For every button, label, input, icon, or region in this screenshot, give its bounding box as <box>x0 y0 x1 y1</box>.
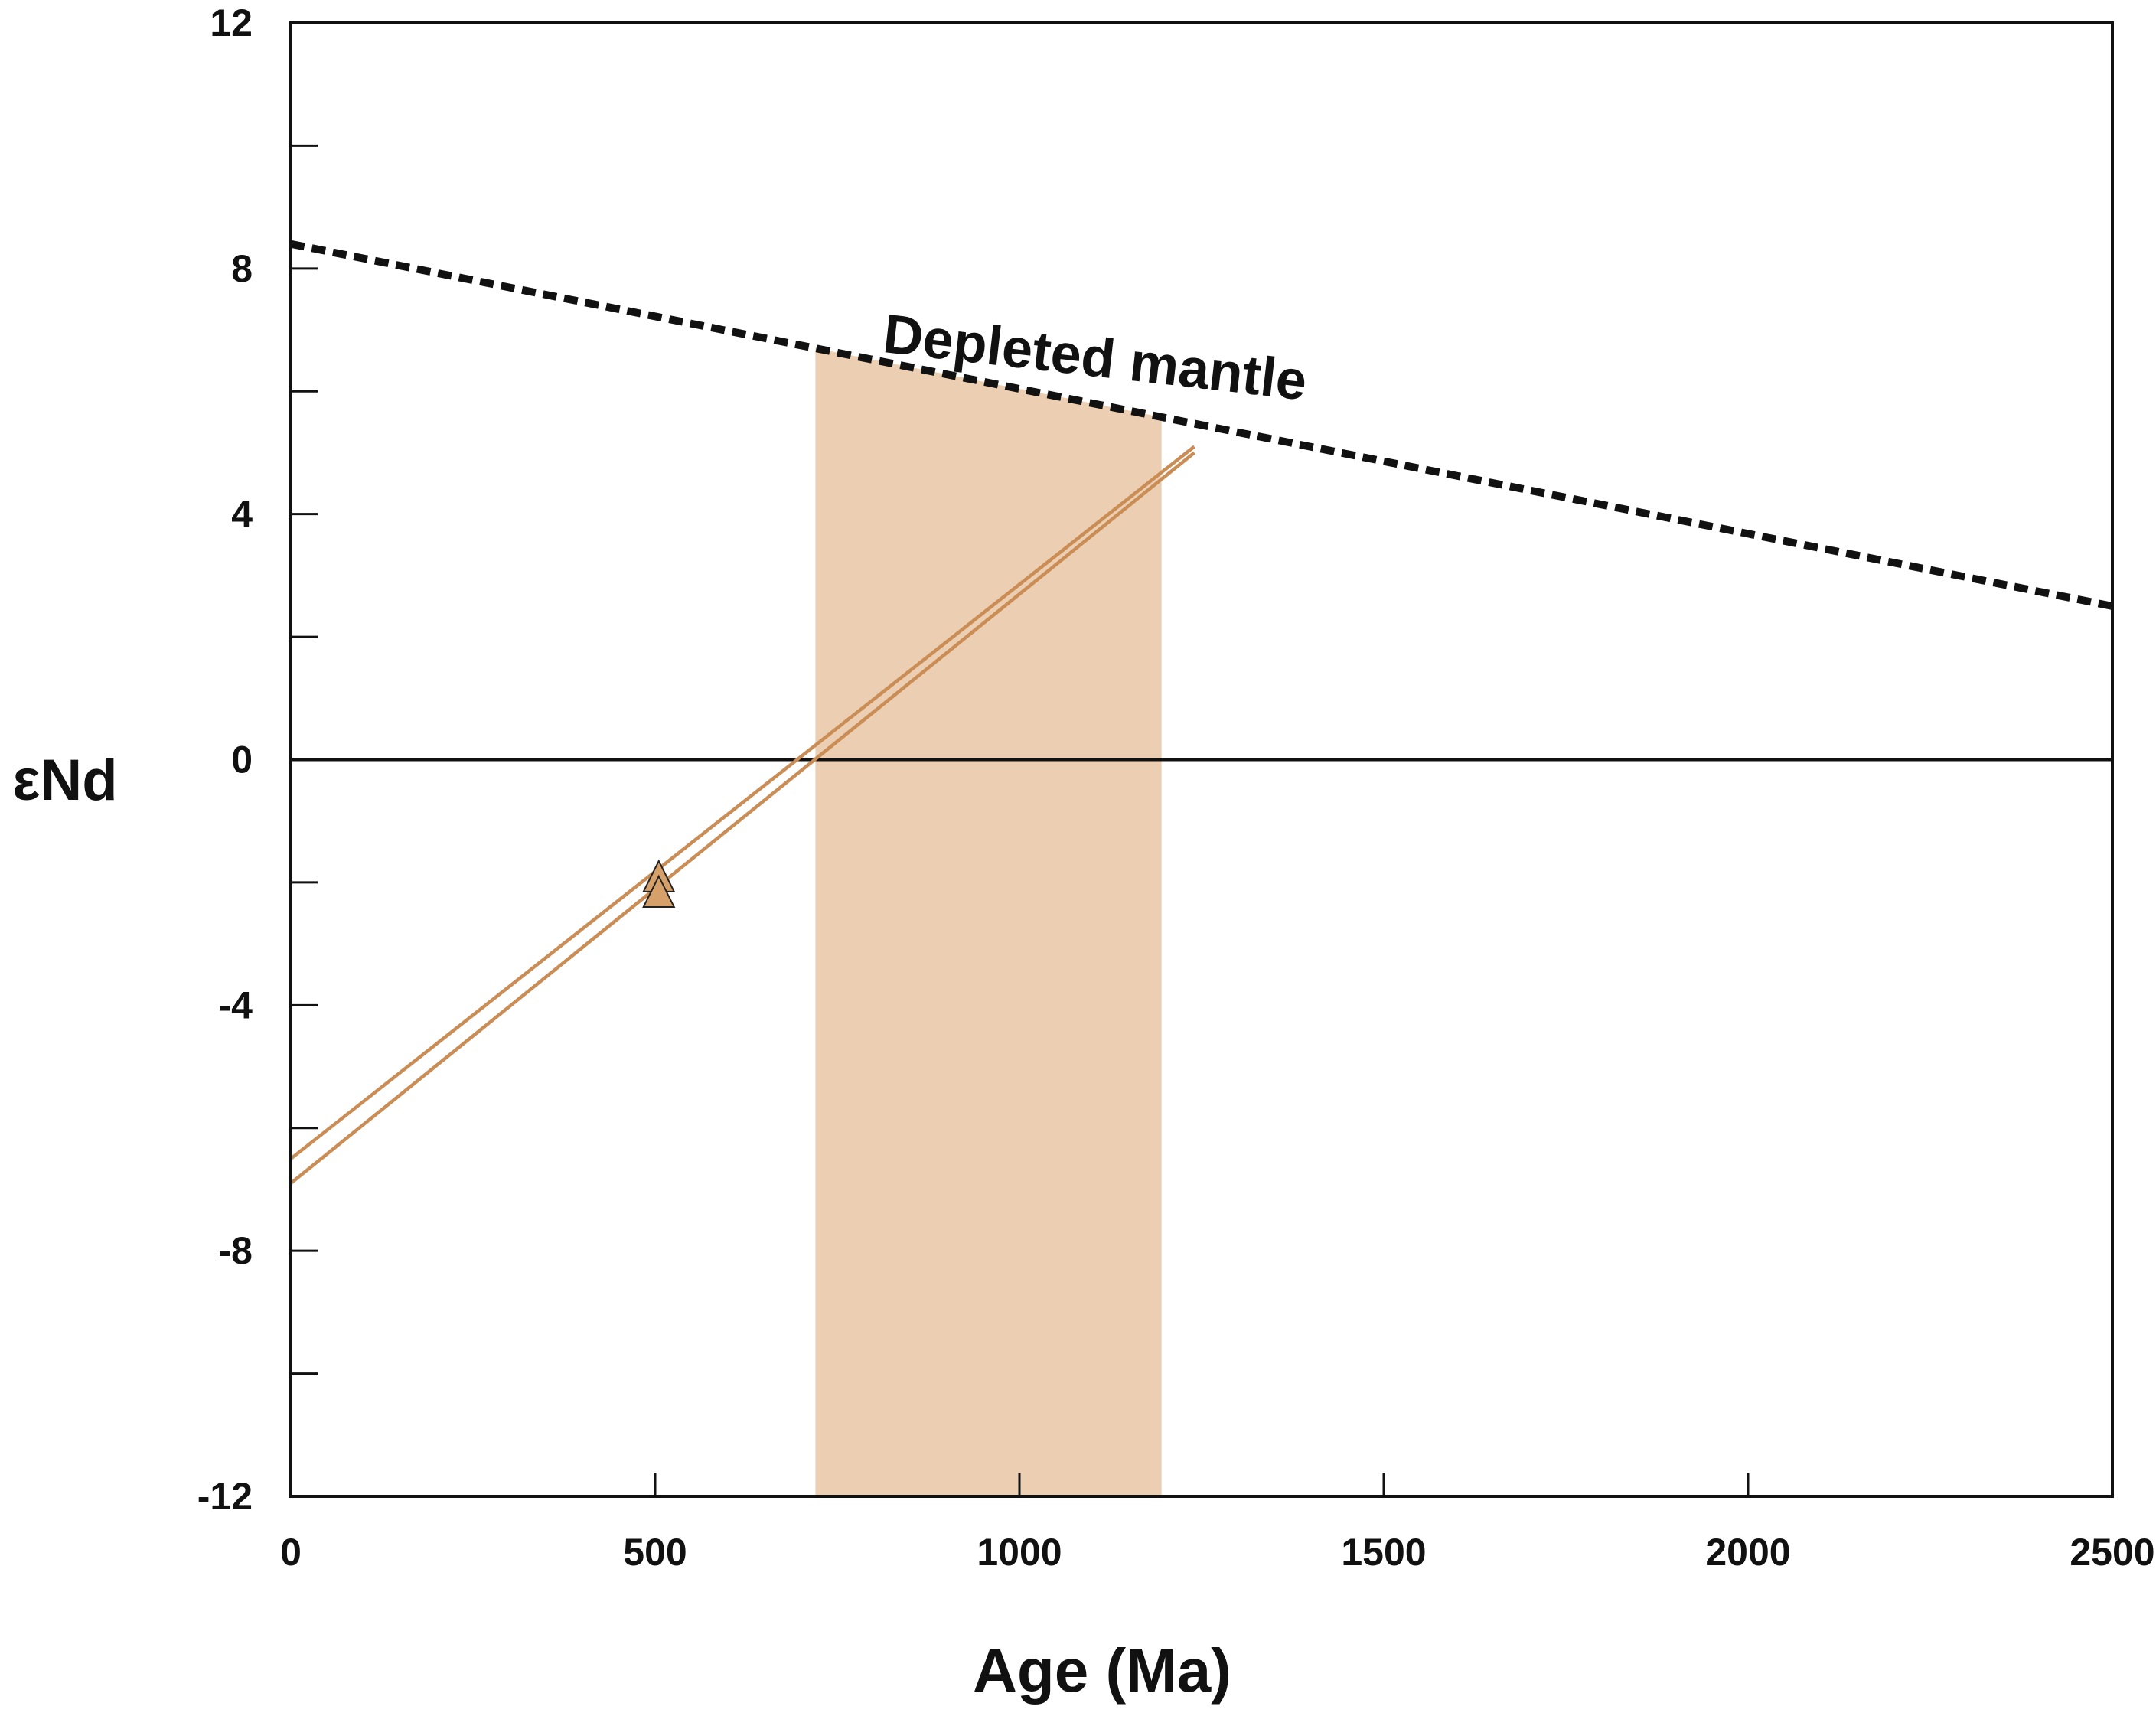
y-tick-label: 12 <box>210 2 253 44</box>
x-tick-label: 1500 <box>1341 1531 1426 1574</box>
depleted-mantle-line <box>290 240 2113 610</box>
y-tick-label: -4 <box>219 984 253 1026</box>
marker-layer <box>642 859 676 908</box>
y-tick-label: 4 <box>231 493 253 536</box>
y-tick-label: -8 <box>219 1229 253 1272</box>
evolution-line-2 <box>289 451 1195 1185</box>
y-axis-label: εNd <box>12 748 117 813</box>
y-tick-label: 8 <box>231 247 253 290</box>
triangle-marker-1 <box>642 874 676 908</box>
series-layer <box>289 240 2113 1185</box>
x-tick-label: 500 <box>623 1531 687 1574</box>
x-tick-label: 0 <box>280 1531 302 1574</box>
tick-layer: 0 500 1000 1500 2000 2500 -12 -8 -4 0 4 8 12 <box>197 2 2155 1574</box>
x-tick-label: 1000 <box>977 1531 1062 1574</box>
x-axis-label: Age (Ma) <box>973 1636 1231 1705</box>
y-tick-label: 0 <box>231 739 253 781</box>
y-tick-label: -12 <box>197 1475 253 1518</box>
x-tick-label: 2500 <box>2070 1531 2154 1574</box>
shaded-band-layer <box>815 348 1162 1496</box>
shaded-age-band <box>815 348 1162 1496</box>
evolution-line-1 <box>289 445 1195 1160</box>
x-tick-label: 2000 <box>1705 1531 1790 1574</box>
